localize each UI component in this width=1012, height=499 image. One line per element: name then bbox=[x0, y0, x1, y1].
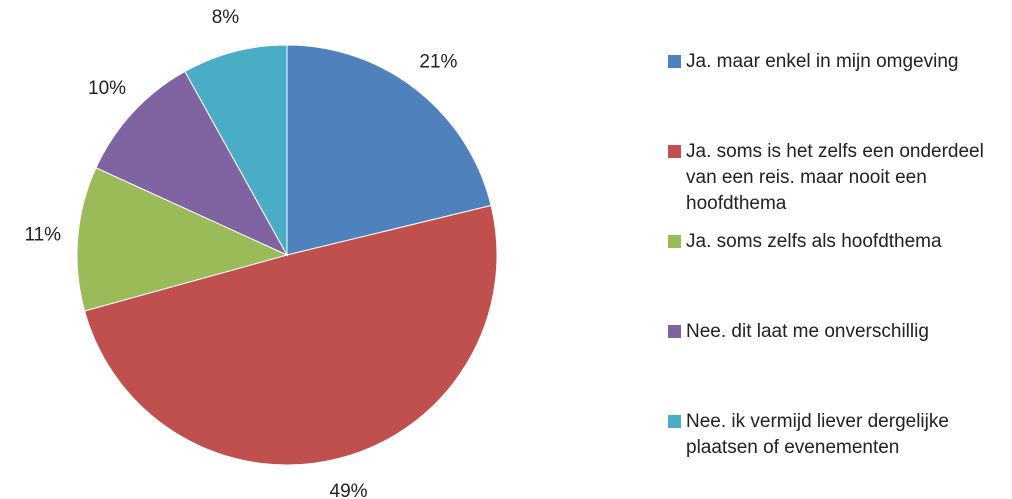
pie-slice bbox=[83, 204, 498, 466]
legend-label: Ja. soms zelfs als hoofdthema bbox=[686, 231, 942, 252]
pie-area: 21% 49% 11% 10% 8% bbox=[24, 7, 498, 499]
legend-swatch bbox=[668, 415, 681, 428]
data-label: 8% bbox=[212, 7, 240, 28]
pie-slice bbox=[184, 44, 288, 257]
legend-entry: Ja. soms is het zelfs een onderdeel van … bbox=[668, 139, 1008, 217]
legend-swatch bbox=[668, 55, 681, 68]
legend-label: Ja. soms is het zelfs een onderdeel van … bbox=[686, 141, 984, 214]
data-label: 49% bbox=[330, 481, 368, 499]
legend-swatch bbox=[668, 235, 681, 248]
data-label: 10% bbox=[88, 78, 126, 99]
legend-entry: Nee. ik vermijd liever dergelijke plaats… bbox=[668, 409, 1008, 461]
legend-label: Nee. dit laat me onverschillig bbox=[686, 321, 929, 342]
legend-entry: Ja. soms zelfs als hoofdthema bbox=[668, 229, 1008, 255]
pie-slice bbox=[286, 44, 492, 256]
pie-slice bbox=[95, 70, 289, 257]
pie-slice bbox=[76, 167, 289, 312]
legend-swatch bbox=[668, 325, 681, 338]
legend-entry: Ja. maar enkel in mijn omgeving bbox=[668, 49, 1008, 75]
data-label: 21% bbox=[419, 51, 457, 72]
legend-swatch bbox=[668, 145, 681, 158]
legend-entry: Nee. dit laat me onverschillig bbox=[668, 319, 1008, 345]
legend-label: Nee. ik vermijd liever dergelijke plaats… bbox=[686, 411, 949, 458]
data-label: 11% bbox=[24, 225, 61, 246]
legend-label: Ja. maar enkel in mijn omgeving bbox=[686, 51, 959, 72]
